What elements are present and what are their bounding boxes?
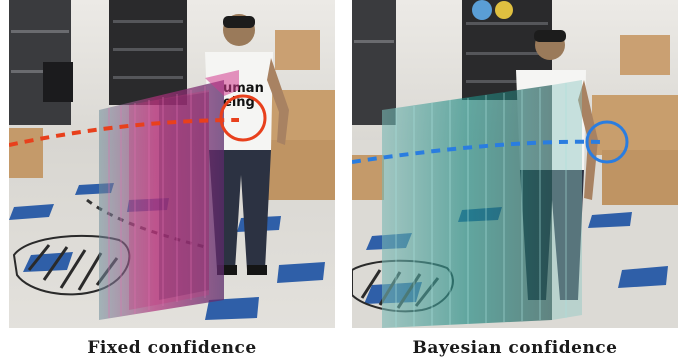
fixed-confidence-voxels (99, 70, 239, 320)
floor-tile (205, 297, 259, 320)
bayesian-confidence-scene (352, 0, 678, 328)
left-shelving (352, 0, 396, 125)
cardboard-box (602, 150, 678, 205)
cardboard-box (592, 95, 678, 155)
jeans (209, 150, 271, 270)
shelving-unit (109, 0, 187, 105)
fixed-confidence-scene: uman eing (9, 0, 335, 328)
cardboard-box (620, 35, 670, 75)
cap (534, 30, 566, 42)
bayesian-confidence-voxels (382, 80, 582, 328)
ball (472, 0, 492, 20)
cap (223, 16, 255, 28)
caption-fixed-confidence: Fixed confidence (87, 338, 257, 358)
cardboard-box (9, 128, 43, 178)
goal-marker-circle (219, 94, 267, 142)
floor-tile (277, 262, 325, 283)
ball (495, 1, 513, 19)
goal-marker-circle (585, 120, 629, 164)
person: uman eing (205, 14, 289, 275)
fixed-trajectory-path (9, 118, 240, 147)
floor-tile (618, 266, 668, 288)
machine (43, 62, 73, 102)
bayesian-confidence-image (352, 0, 678, 328)
floor-tile (588, 212, 632, 228)
cardboard-box (275, 30, 320, 70)
cardboard-box (259, 140, 335, 200)
caption-bayesian-confidence: Bayesian confidence (412, 338, 618, 358)
fixed-confidence-image: uman eing (9, 0, 335, 328)
floor-tile (9, 204, 54, 220)
